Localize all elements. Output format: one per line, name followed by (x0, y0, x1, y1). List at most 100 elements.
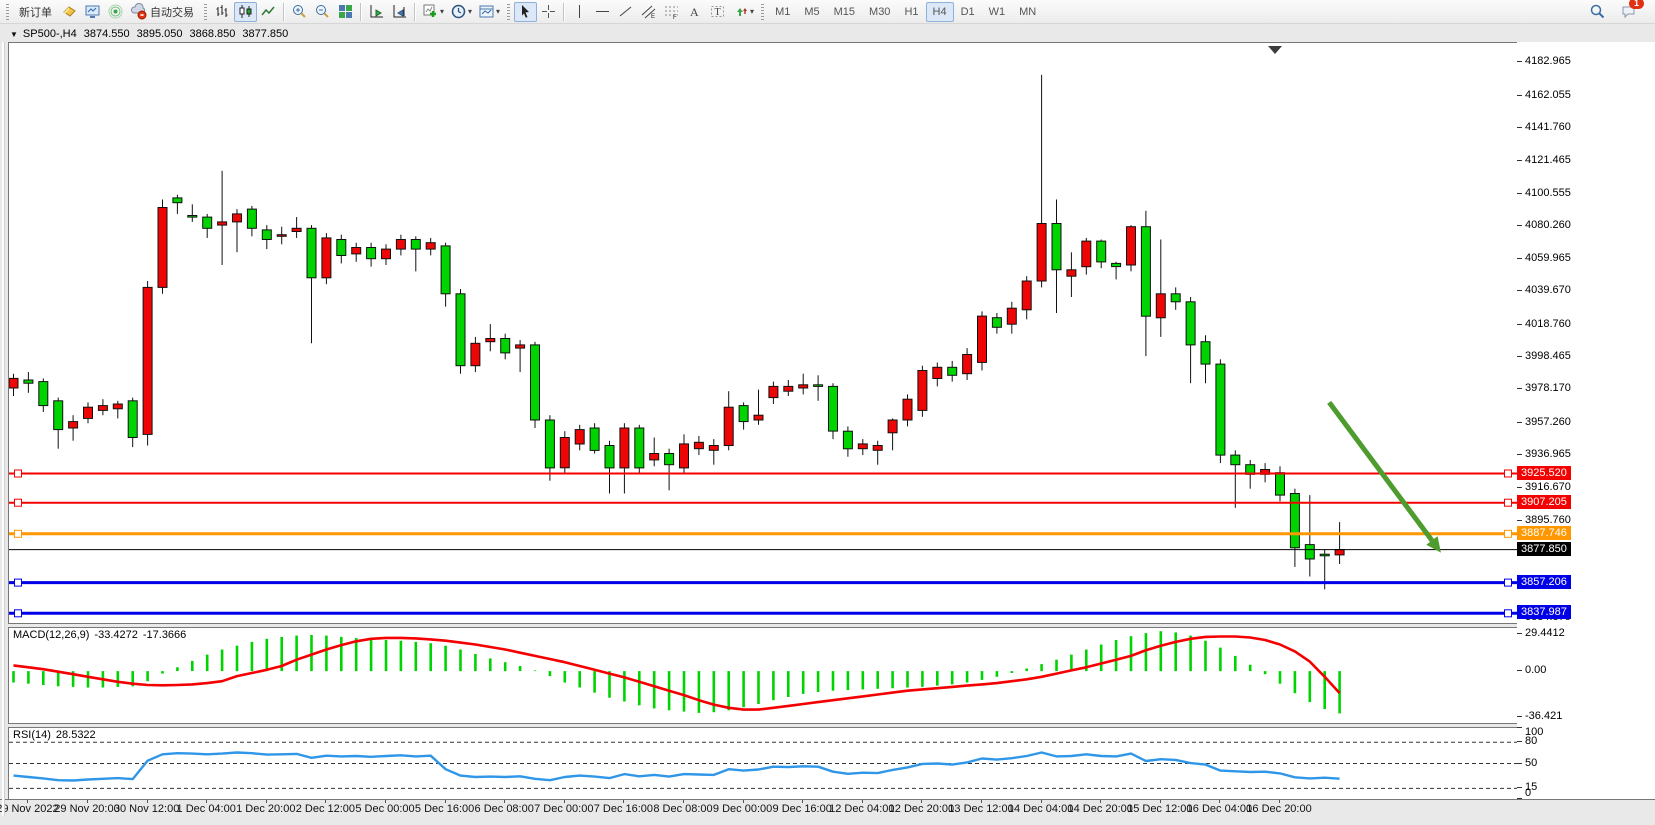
axis-tick (1517, 388, 1522, 390)
price-tick-label: 4182.965 (1525, 55, 1571, 68)
toolbar-drag-handle[interactable] (507, 3, 511, 20)
price-tick-label: 3978.170 (1525, 382, 1571, 395)
trendline-button[interactable] (614, 2, 637, 22)
timeframe-H1-button[interactable]: H1 (897, 2, 925, 22)
time-axis-tick (1100, 800, 1102, 803)
dropdown-caret-icon: ▾ (440, 7, 445, 16)
terminal-icon (84, 3, 101, 20)
notification-badge: 1 (1629, 0, 1644, 9)
equidistant-channel-button[interactable]: E (637, 2, 660, 22)
toolbar: 新订单 自动交易 ▾ ▾ ▾ E F A T ▾ M (0, 0, 1655, 24)
order-ticket-button[interactable] (58, 2, 81, 22)
auto-scroll-button[interactable] (365, 2, 388, 22)
zoom-out-icon (314, 3, 331, 20)
macd-chart[interactable] (9, 628, 1517, 723)
rsi-chart[interactable] (9, 728, 1517, 799)
autotrading-button[interactable]: 自动交易 (127, 2, 200, 22)
bar-chart-icon (214, 3, 231, 20)
notifications-button[interactable]: 1 (1620, 0, 1644, 20)
timeframe-M1-button[interactable]: M1 (768, 2, 797, 22)
chart-properties-button[interactable]: ▾ (475, 2, 503, 22)
chart-shift-button[interactable] (388, 2, 411, 22)
time-tick-label: 5 Dec 00:00 (355, 803, 415, 815)
macd-tick-label: 29.4412 (1525, 626, 1565, 639)
search-icon[interactable] (1589, 3, 1606, 20)
svg-text:A: A (690, 5, 699, 19)
time-axis-tick (742, 800, 744, 803)
vertical-line-button[interactable] (568, 2, 591, 22)
autotrading-label: 自动交易 (150, 6, 194, 19)
macd-pane[interactable]: MACD(12,26,9) -33.4272 -17.3666 (8, 627, 1518, 724)
rsi-pane[interactable]: RSI(14) 28.5322 (8, 727, 1518, 800)
tile-windows-button[interactable] (334, 2, 357, 22)
toolbar-drag-handle[interactable] (204, 3, 207, 20)
timeframe-D1-button[interactable]: D1 (954, 2, 982, 22)
cursor-button[interactable] (514, 1, 538, 22)
chart-expand-icon[interactable]: ▼ (10, 29, 18, 39)
bar-chart-button[interactable] (211, 2, 234, 22)
time-tick-label: 16 Dec 04:00 (1186, 803, 1253, 815)
candlestick-chart-button[interactable] (234, 1, 257, 22)
new-chart-button[interactable]: ▾ (419, 2, 447, 22)
autotrading-icon (130, 3, 147, 20)
signals-icon (107, 3, 124, 20)
timeframe-M5-button[interactable]: M5 (797, 2, 826, 22)
toolbar-drag-handle[interactable] (6, 3, 9, 20)
text-label-icon: T (709, 3, 726, 20)
timeframe-W1-button[interactable]: W1 (982, 2, 1013, 22)
signals-button[interactable] (104, 2, 127, 22)
time-axis-tick (981, 800, 982, 803)
time-axis-tick (504, 800, 506, 803)
zoom-out-button[interactable] (311, 2, 334, 22)
timeframe-clock-button[interactable]: ▾ (447, 2, 475, 22)
time-tick-label: 7 Dec 00:00 (534, 803, 594, 815)
terminal-button[interactable] (81, 2, 104, 22)
axis-tick (1517, 257, 1522, 259)
time-axis-tick (146, 800, 148, 803)
macd-signal-value: -17.3666 (142, 629, 187, 641)
text-label-button[interactable]: T (706, 2, 729, 22)
timeframe-M30-button[interactable]: M30 (862, 2, 897, 22)
timeframe-M15-button[interactable]: M15 (827, 2, 862, 22)
hline-price-label: 3857.206 (1517, 574, 1571, 589)
axis-tick (1517, 94, 1522, 96)
axis-tick (1517, 290, 1522, 292)
price-tick-label: 3916.670 (1525, 480, 1571, 493)
time-axis[interactable]: 29 Nov 2022 29 Nov 20:00 30 Nov 12:00 1 Dec… (0, 799, 1655, 817)
horizontal-line-button[interactable] (591, 2, 614, 22)
price-tick-label: 4100.555 (1525, 186, 1571, 199)
rsi-label: RSI(14) 28.5322 (13, 729, 101, 741)
text-button[interactable]: A (683, 2, 706, 22)
price-axis[interactable]: 4182.965 4162.055 4141.760 4121.465 4100.555… (1517, 42, 1655, 799)
fibonacci-button[interactable]: F (660, 2, 683, 22)
toolbar-separator (283, 2, 285, 21)
hline-price-label: 3887.746 (1517, 525, 1571, 540)
candlestick-chart-icon (237, 3, 254, 20)
timeframe-MN-button[interactable]: MN (1012, 2, 1043, 22)
ohlc-high: 3895.050 (136, 28, 183, 40)
new-order-button[interactable]: 新订单 (13, 2, 58, 22)
timeframe-H4-button[interactable]: H4 (925, 1, 954, 22)
chart-area: MACD(12,26,9) -33.4272 -17.3666 RSI(14) 28.… (0, 42, 1655, 817)
axis-tick (1517, 762, 1522, 764)
new-chart-icon (422, 3, 439, 20)
price-tick-label: 3957.260 (1525, 415, 1571, 428)
price-tick-label: 4162.055 (1525, 88, 1571, 101)
arrows-button[interactable]: ▾ (729, 2, 757, 22)
axis-tick (1517, 421, 1522, 423)
candlestick-chart[interactable] (8, 43, 1517, 623)
line-chart-button[interactable] (257, 2, 280, 22)
axis-tick (1517, 61, 1522, 63)
time-axis-tick (206, 800, 208, 803)
price-chart-pane[interactable] (8, 42, 1518, 624)
crosshair-button[interactable] (537, 2, 560, 22)
axis-tick (1517, 670, 1522, 672)
toolbar-drag-handle[interactable] (761, 3, 765, 20)
chart-caption: ▼ SP500-,H4 3874.550 3895.050 3868.850 3… (0, 27, 1655, 41)
axis-tick (1517, 192, 1522, 194)
time-tick-label: 12 Dec 04:00 (829, 803, 895, 815)
time-tick-label: 1 Dec 20:00 (236, 803, 296, 815)
auto-scroll-icon (368, 3, 385, 20)
zoom-in-button[interactable] (288, 2, 311, 22)
